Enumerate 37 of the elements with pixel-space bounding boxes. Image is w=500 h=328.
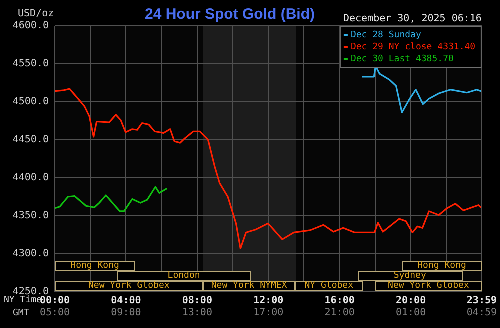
y-tick-label: 4550.0: [12, 58, 49, 70]
y-tick-label: 4400.0: [12, 172, 49, 184]
x2-tick-label: 04:59: [466, 308, 498, 319]
chart-title: 24 Hour Spot Gold (Bid): [145, 6, 315, 24]
legend-label: Dec 29 NY close 4331.40: [350, 42, 476, 52]
x-tick-label: 00:00: [40, 296, 70, 307]
legend-label: Dec 30 Last 4385.70: [350, 54, 454, 64]
x-tick-label: 12:00: [254, 296, 284, 307]
session-box: New York Globex: [55, 281, 204, 291]
session-box: Hong Kong: [55, 261, 136, 271]
y-tick-label: 4450.0: [12, 134, 49, 146]
x2-tick-label: 21:00: [324, 308, 355, 319]
x-tick-label: 08:00: [182, 296, 212, 307]
x2-tick-label: 17:00: [254, 308, 284, 319]
session-box: New York Globex: [375, 281, 482, 291]
y-tick-label: 4350.0: [12, 210, 49, 222]
legend-label: Dec 28 Sunday: [350, 30, 422, 40]
x2-axis-title: GMT: [13, 308, 30, 318]
y-axis-title: USD/oz: [18, 8, 54, 20]
session-box: New York NYMEX: [203, 281, 296, 291]
y-tick-label: 4300.0: [12, 248, 49, 260]
session-box: Sydney: [358, 271, 463, 281]
x2-tick-label: 09:00: [111, 308, 142, 319]
y-tick-label: 4600.0: [12, 20, 49, 32]
y-tick-label: 4500.0: [12, 96, 49, 108]
x-tick-label: 20:00: [396, 296, 426, 307]
x2-tick-label: 01:00: [396, 308, 426, 319]
x2-tick-label: 13:00: [182, 308, 212, 319]
x-tick-label: 23:59: [466, 296, 498, 307]
x-tick-label: 16:00: [324, 296, 355, 307]
chart-subtitle: December 30, 2025 06:16: [343, 14, 482, 25]
session-box: Hong Kong: [402, 261, 482, 271]
session-box: NY Globex: [295, 281, 363, 291]
session-box: London: [117, 271, 251, 281]
x2-tick-label: 05:00: [40, 308, 70, 319]
x-axis-title: NY Time: [4, 295, 42, 306]
x-tick-label: 04:00: [111, 296, 142, 307]
